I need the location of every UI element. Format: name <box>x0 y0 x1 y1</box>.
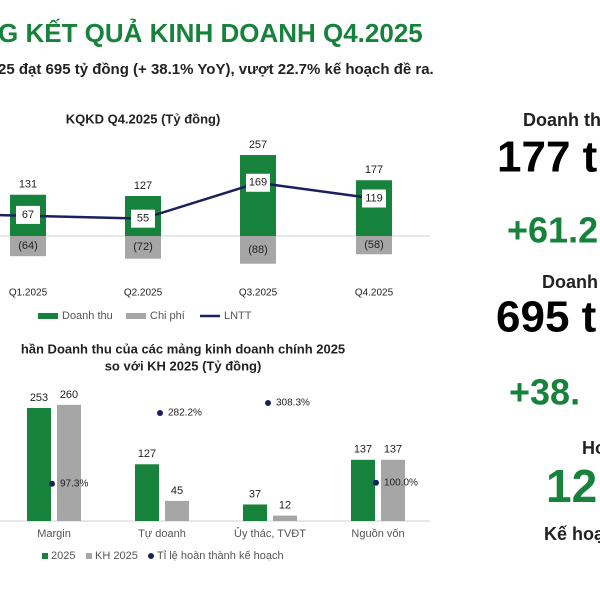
data-label: 97.3% <box>60 478 88 489</box>
dot <box>157 409 163 416</box>
label-box <box>362 189 386 208</box>
kpi-value: 12 <box>546 460 597 512</box>
data-label: 137 <box>384 444 402 456</box>
data-label: 100.0% <box>384 477 418 488</box>
line <box>0 181 375 220</box>
dot <box>265 399 271 406</box>
x-tick-label: Nguồn vốn <box>351 528 404 540</box>
label-box <box>131 209 155 228</box>
title: G KẾT QUẢ KINH DOANH Q4.2025 <box>0 18 423 48</box>
bar <box>243 504 267 521</box>
kpi-value: 177 t <box>497 133 598 182</box>
legend-swatch <box>38 313 58 319</box>
x-tick-label: Tự doanh <box>138 528 186 540</box>
label-box <box>16 205 40 224</box>
data-label: 253 <box>30 392 48 404</box>
legend-swatch <box>86 553 92 559</box>
legend-label: LNTT <box>224 310 252 322</box>
data-label: 282.2% <box>168 408 202 419</box>
kpi-value: 695 t <box>496 293 597 342</box>
bar <box>57 404 81 521</box>
data-label: 12 <box>279 500 291 512</box>
x-tick-label: Margin <box>37 528 71 540</box>
label-box <box>246 173 270 192</box>
data-label: (88) <box>248 244 268 256</box>
kpi-growth: +61.2 <box>507 210 598 251</box>
x-tick-label: Ủy thác, TVĐT <box>234 527 306 540</box>
data-label: 127 <box>134 180 152 192</box>
chart-title: so với KH 2025 (Tỷ đồng) <box>105 358 262 373</box>
bar <box>351 459 375 521</box>
bar <box>240 236 276 264</box>
data-label: 45 <box>171 485 183 497</box>
data-label: (58) <box>364 239 384 251</box>
chart-title: hần Doanh thu của các mảng kinh doanh ch… <box>21 341 345 356</box>
legend-label: Chi phí <box>150 310 185 322</box>
data-label: 257 <box>249 139 267 151</box>
bar <box>240 155 276 236</box>
bar <box>356 180 392 236</box>
legend-label: Doanh thu <box>62 310 113 322</box>
data-label: 119 <box>365 192 383 204</box>
data-label: 55 <box>137 213 149 225</box>
data-label: 177 <box>365 164 383 176</box>
data-label: 127 <box>138 448 156 460</box>
data-label: (64) <box>18 240 38 252</box>
data-label: 67 <box>22 209 34 221</box>
x-tick-label: Q4.2025 <box>355 288 394 299</box>
data-label: (72) <box>133 241 153 253</box>
data-label: 260 <box>60 389 78 401</box>
kpi-label: Doanh thu <box>523 110 600 130</box>
legend-label: 2025 <box>51 550 75 562</box>
bar <box>381 459 405 521</box>
kpi-growth: +38. <box>509 372 580 413</box>
dot <box>373 479 379 486</box>
bar <box>27 407 51 521</box>
legend-swatch <box>126 313 146 319</box>
bar <box>165 500 189 521</box>
x-tick-label: Q1.2025 <box>9 288 48 299</box>
bar <box>125 236 161 259</box>
legend-swatch <box>42 553 48 559</box>
bar <box>10 236 46 257</box>
bar <box>273 515 297 521</box>
bar <box>135 464 159 521</box>
subtitle: 25 đạt 695 tỷ đồng (+ 38.1% YoY), vượt 2… <box>0 61 434 78</box>
chart-title: KQKD Q4.2025 (Tỷ đồng) <box>66 111 221 126</box>
legend-swatch <box>148 553 154 559</box>
data-label: 169 <box>249 177 267 189</box>
data-label: 137 <box>354 444 372 456</box>
bar <box>356 236 392 255</box>
x-tick-label: Q3.2025 <box>239 288 278 299</box>
dot <box>49 480 55 487</box>
data-label: 308.3% <box>276 398 310 409</box>
legend-label: KH 2025 <box>95 550 138 562</box>
kpi-label: Kế hoạ <box>544 524 600 544</box>
kpi-label: Doanh <box>542 272 598 292</box>
data-label: 131 <box>19 179 37 191</box>
legend-label: Tỉ lệ hoàn thành kế hoạch <box>157 550 284 562</box>
x-tick-label: Q2.2025 <box>124 288 163 299</box>
kpi-label: Ho <box>582 438 600 458</box>
data-label: 37 <box>249 488 261 500</box>
